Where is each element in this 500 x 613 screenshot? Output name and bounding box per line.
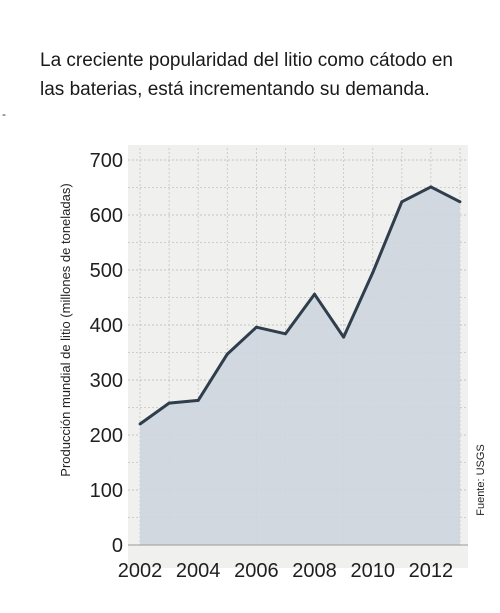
x-tick-label-2012: 2012 — [409, 560, 454, 582]
data-point-2004 — [196, 398, 200, 402]
y-tick-label-700: 700 — [90, 150, 123, 172]
caption-line-2: las baterias, está incrementando su dema… — [40, 79, 430, 100]
x-tick-label-2004: 2004 — [176, 560, 221, 582]
data-point-2009 — [342, 335, 346, 339]
y-tick-label-600: 600 — [90, 205, 123, 227]
y-tick-labels: 0 100 200 300 400 500 600 700 — [90, 150, 123, 557]
data-point-2010 — [371, 271, 375, 275]
data-point-2011 — [400, 200, 404, 204]
data-point-2005 — [225, 352, 229, 356]
data-point-2002 — [138, 422, 142, 426]
chart-caption: La creciente popularidad del litio como … — [40, 46, 480, 104]
source-note: Fuente: USGS — [475, 444, 487, 516]
y-tick-label-200: 200 — [90, 425, 123, 447]
x-tick-label-2002: 2002 — [118, 560, 163, 582]
data-point-2003 — [167, 401, 171, 405]
x-tick-label-2006: 2006 — [234, 560, 279, 582]
production-area — [140, 186, 460, 545]
margin-mark: - — [2, 107, 6, 121]
y-tick-label-0: 0 — [112, 535, 123, 557]
y-tick-label-100: 100 — [90, 480, 123, 502]
y-tick-label-300: 300 — [90, 370, 123, 392]
x-tick-label-2008: 2008 — [292, 560, 337, 582]
data-point-2006 — [254, 325, 258, 329]
x-tick-labels: 2002 2004 2006 2008 2010 2012 — [118, 560, 453, 582]
data-point-2007 — [284, 332, 287, 336]
y-tick-label-400: 400 — [90, 315, 123, 337]
production-line — [139, 185, 461, 426]
data-point-2013 — [458, 200, 462, 204]
y-tick-label-500: 500 — [90, 260, 123, 282]
caption-line-1: La creciente popularidad del litio como … — [40, 50, 453, 71]
x-tick-label-2010: 2010 — [350, 560, 395, 582]
y-axis-label: Producción mundial de litio (millones de… — [58, 183, 73, 476]
data-point-2008 — [313, 292, 316, 296]
data-point-2012 — [429, 185, 433, 189]
